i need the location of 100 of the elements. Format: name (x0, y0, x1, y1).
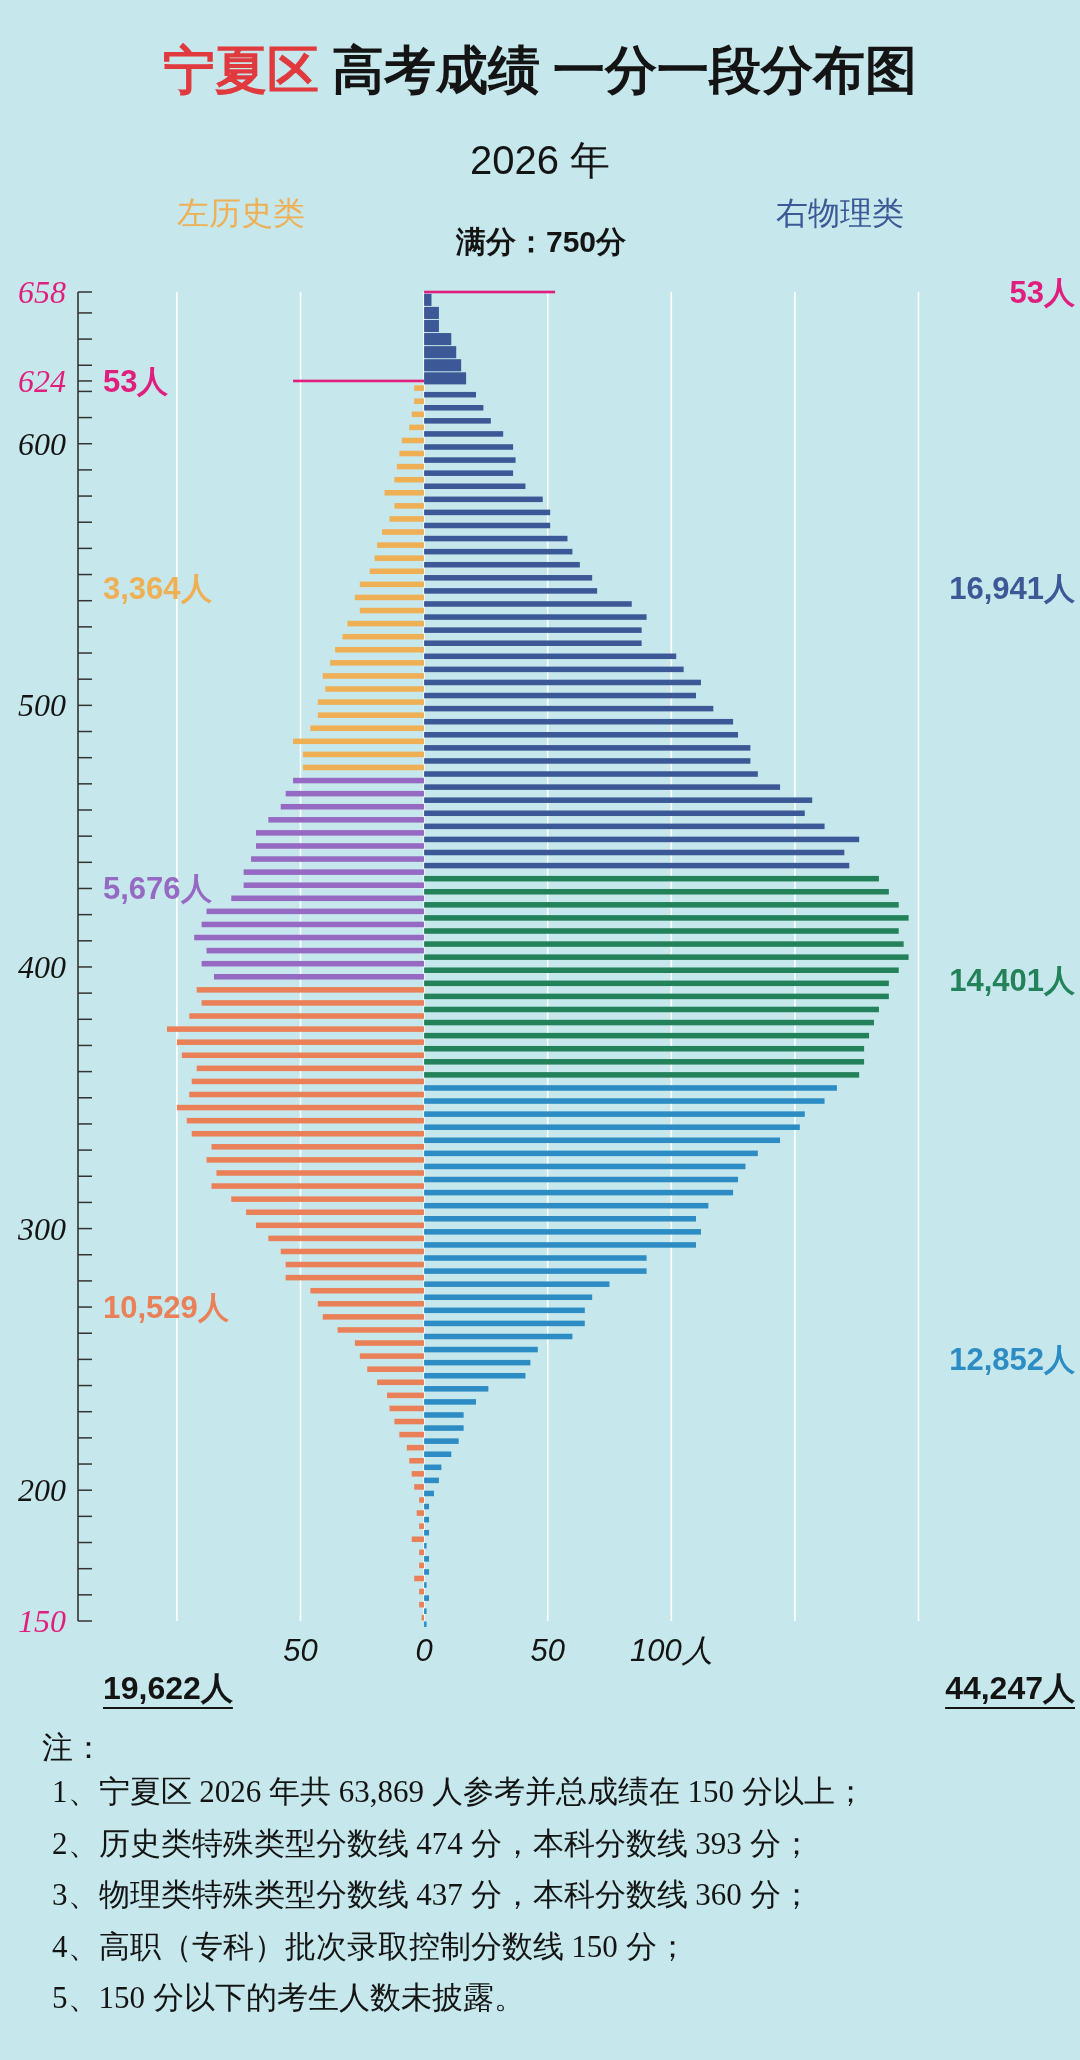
bar (424, 522, 551, 529)
bar (424, 457, 516, 463)
bar (424, 483, 526, 490)
bar (424, 1490, 434, 1497)
bar (337, 1327, 425, 1333)
series-label: 12,852人 (949, 1342, 1075, 1378)
bar (424, 823, 825, 830)
bar (176, 1039, 425, 1045)
bar (342, 633, 425, 640)
bar (424, 967, 899, 974)
bar (424, 1503, 430, 1510)
bar (424, 1516, 430, 1523)
bar (424, 875, 879, 882)
bar (424, 784, 781, 790)
bar (424, 692, 697, 699)
bar (424, 797, 813, 803)
bar (424, 1124, 800, 1130)
bar (409, 1457, 425, 1464)
bar (424, 1438, 459, 1444)
series-label: 5,676人 (103, 871, 212, 907)
title: 宁夏区 高考成绩 一分一段分布图 (163, 42, 917, 99)
bar (414, 1575, 425, 1582)
bar (424, 1320, 585, 1327)
series-label: 3,364人 (103, 570, 212, 606)
bar (255, 843, 425, 849)
bar (416, 1510, 425, 1516)
bar (424, 1189, 734, 1196)
bar (186, 1117, 425, 1124)
bar (424, 575, 593, 581)
bar (216, 1170, 425, 1176)
bar (419, 1588, 425, 1595)
bar (251, 856, 425, 862)
annotation: 右物理类 (776, 195, 904, 231)
bar (424, 1006, 879, 1013)
bar (196, 987, 425, 993)
bar (424, 1242, 697, 1248)
bar (424, 679, 701, 686)
annotation: 1、宁夏区 2026 年共 63,869 人参考并总成绩在 150 分以上； (52, 1774, 866, 1809)
bar (424, 470, 514, 476)
bar (359, 1353, 425, 1359)
bar (280, 1248, 425, 1255)
bar (189, 1013, 425, 1019)
bar (424, 1451, 452, 1457)
bar (424, 1059, 865, 1065)
bar (424, 862, 850, 869)
bar (201, 921, 425, 928)
bar (424, 941, 904, 947)
bar (243, 882, 425, 888)
bar (347, 620, 425, 627)
bar (409, 424, 425, 431)
bar (424, 1072, 860, 1078)
bar (424, 1019, 874, 1026)
x-tick-label: 100人 (629, 1633, 713, 1668)
bar (424, 888, 889, 895)
bar (369, 568, 425, 575)
bar (424, 666, 684, 673)
bar (387, 1392, 425, 1399)
bar (354, 1340, 425, 1346)
bar (317, 699, 425, 705)
bar (424, 993, 889, 1000)
bar (335, 646, 425, 653)
bar (322, 1314, 425, 1320)
bar (424, 1163, 746, 1170)
annotation: 5、150 分以下的考生人数未披露。 (52, 1980, 525, 2015)
bar (424, 1229, 701, 1235)
bar (411, 1536, 425, 1543)
bar (419, 1497, 425, 1503)
y-tick-label: 658 (18, 274, 66, 310)
bar (424, 1032, 870, 1039)
subtitle: 2026 年 (469, 138, 611, 182)
bar (424, 601, 632, 607)
bar (424, 1595, 430, 1601)
bar (424, 1543, 427, 1549)
bar (399, 1431, 425, 1438)
bar (317, 712, 425, 718)
bar (424, 653, 677, 660)
bar (424, 771, 758, 777)
bar (280, 803, 425, 810)
bar (424, 1399, 476, 1405)
bar (424, 1386, 489, 1392)
bar (424, 810, 805, 817)
bar (424, 1202, 709, 1209)
bar (394, 1418, 425, 1425)
bar (181, 1052, 425, 1059)
bar (424, 1372, 526, 1379)
annotation: 注： (42, 1730, 104, 1765)
bar (424, 915, 909, 921)
bar (424, 1425, 464, 1431)
bar (424, 561, 580, 568)
y-tick-label: 500 (18, 687, 66, 724)
annotation: 2、历史类特殊类型分数线 474 分，本科分数线 393 分； (52, 1825, 812, 1861)
bar (211, 1183, 425, 1189)
bar (243, 869, 425, 875)
bar (424, 836, 860, 843)
bar (255, 830, 425, 836)
bar (424, 902, 899, 908)
bar (310, 725, 425, 732)
bar (293, 777, 425, 784)
bar (424, 1176, 739, 1183)
bar (213, 974, 425, 980)
